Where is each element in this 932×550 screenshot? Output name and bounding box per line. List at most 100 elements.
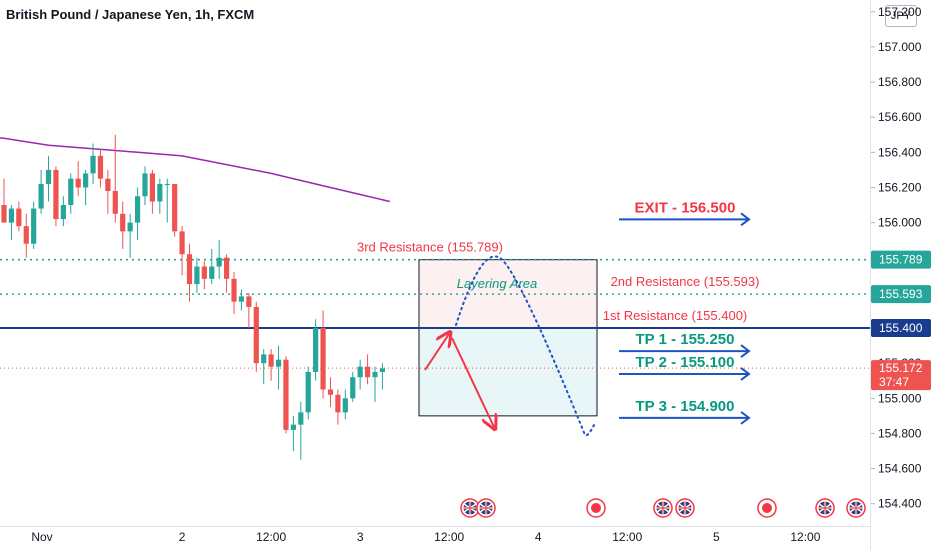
candle-body — [75, 178, 81, 188]
price-tag-bg — [871, 250, 931, 269]
candle — [16, 201, 22, 232]
candle-body — [23, 226, 29, 244]
candle-body — [253, 306, 259, 364]
candle — [112, 134, 118, 223]
price-tag-bg — [871, 285, 931, 304]
candle — [357, 359, 363, 390]
candle-body — [283, 359, 289, 430]
target-arrow-head — [740, 212, 751, 227]
current-price-countdown: 37:47 — [879, 375, 909, 389]
price-tag-label: 155.789 — [879, 253, 923, 267]
candle — [364, 354, 371, 385]
candle — [194, 257, 200, 293]
candle — [253, 301, 259, 372]
event-dot-icon — [757, 498, 777, 518]
x-tick-label: 2 — [179, 530, 186, 544]
candle — [224, 254, 230, 293]
current-price-label: 155.172 — [879, 361, 923, 375]
candle-body — [127, 222, 133, 232]
candle-body — [350, 377, 356, 399]
x-tick-label: Nov — [31, 530, 52, 544]
candle-body — [120, 213, 126, 232]
candle — [8, 205, 15, 241]
level-label-1: 3rd Resistance (155.789) — [357, 240, 503, 255]
dotted-projection-path — [455, 255, 595, 437]
target-arrow-head — [740, 367, 751, 381]
level-label-3: 1st Resistance (155.400) — [603, 308, 748, 323]
candle-body — [320, 328, 326, 390]
target-arrow-head — [740, 411, 751, 425]
candle — [31, 201, 37, 249]
candle-body — [298, 412, 304, 425]
event-dot-icon — [586, 498, 606, 518]
candle-body — [60, 205, 66, 220]
uk-flag-icon — [846, 498, 866, 518]
currency-button[interactable]: JPY — [885, 5, 917, 27]
target-label: TP 3 - 154.900 — [636, 398, 735, 415]
candle-body — [342, 398, 348, 413]
candle — [327, 377, 334, 408]
uk-flag-icon — [460, 498, 480, 518]
candle-body — [275, 359, 282, 367]
candle-body — [246, 296, 252, 307]
candle — [238, 289, 245, 311]
target-label: TP 2 - 155.100 — [636, 354, 735, 371]
red-arrow-down — [451, 337, 494, 427]
candle-body — [83, 173, 89, 188]
chart-title: British Pound / Japanese Yen, 1h, FXCM — [6, 7, 255, 22]
candle-body — [105, 178, 111, 191]
candle — [45, 155, 52, 202]
price-tag-bg — [871, 319, 931, 338]
candle — [38, 169, 44, 214]
red-arrow-up — [424, 334, 449, 371]
target-label: EXIT - 156.500 — [635, 199, 736, 216]
candle-body — [327, 389, 334, 395]
y-tick-label: 156.800 — [878, 75, 922, 89]
x-tick-label: 3 — [357, 530, 364, 544]
candle — [134, 187, 141, 241]
candle-body — [90, 155, 96, 174]
x-tick-label: 12:00 — [790, 530, 820, 544]
y-tick-label: 156.000 — [878, 216, 922, 230]
candle — [23, 213, 29, 258]
candle-body — [16, 208, 22, 227]
x-tick-label: 12:00 — [612, 530, 642, 544]
candle-body — [261, 354, 267, 364]
candle — [335, 389, 341, 425]
uk-flag-icon — [815, 498, 835, 518]
candle-body — [45, 169, 52, 184]
candle — [97, 148, 104, 188]
candle — [179, 226, 185, 276]
candle-body — [157, 183, 163, 202]
candle — [201, 261, 207, 290]
candle — [127, 213, 133, 258]
candle — [172, 183, 178, 237]
candle — [157, 178, 163, 214]
level-label-2: 2nd Resistance (155.593) — [611, 274, 760, 289]
candle-body — [238, 296, 245, 302]
event-dot — [591, 503, 601, 513]
candle-body — [164, 183, 170, 185]
candle — [350, 371, 356, 402]
candle-body — [224, 257, 230, 279]
price-tag: 155.593 — [871, 285, 931, 304]
candle — [379, 363, 386, 390]
candle — [298, 401, 304, 460]
candle — [261, 349, 267, 385]
y-tick-label: 156.600 — [878, 110, 922, 124]
uk-flag-icon — [653, 498, 673, 518]
candle-body — [186, 254, 193, 285]
candle-body — [209, 266, 215, 279]
price-tag-label: 155.593 — [879, 287, 923, 301]
candle-body — [142, 173, 148, 197]
y-tick-label: 154.800 — [878, 426, 922, 440]
candle — [209, 248, 215, 285]
candle — [268, 349, 274, 381]
candle — [320, 310, 326, 399]
candle-body — [112, 190, 118, 214]
uk-flag-icon — [675, 498, 695, 518]
candle-body — [38, 183, 44, 209]
candle — [283, 356, 289, 434]
